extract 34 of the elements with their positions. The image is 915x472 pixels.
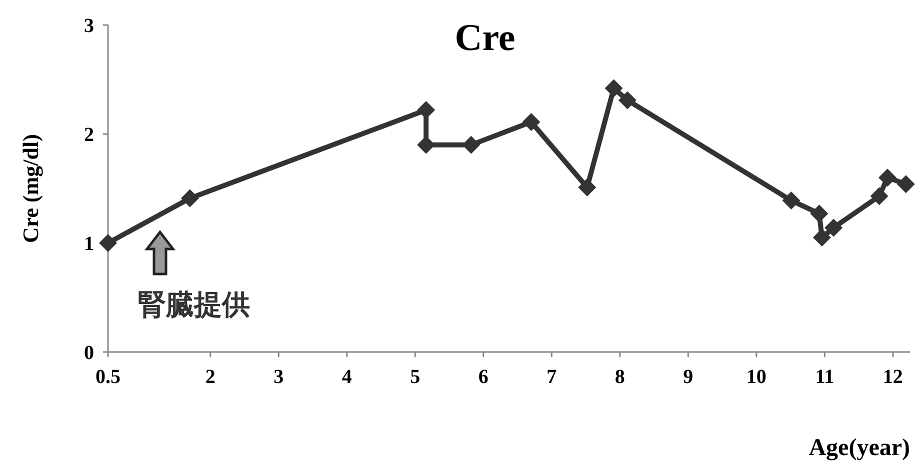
x-tick-label: 5: [410, 366, 420, 388]
point: [462, 136, 480, 154]
y-tick-label: 1: [84, 233, 94, 255]
point: [896, 175, 915, 194]
x-tick-label: 2: [205, 366, 216, 388]
point: [99, 234, 117, 252]
point: [618, 91, 636, 110]
x-tick-label: 12: [882, 366, 903, 388]
annotation: 腎臓提供: [138, 288, 250, 321]
y-tick-label: 3: [84, 15, 94, 37]
x-tick-label: 7: [546, 366, 557, 388]
point: [578, 178, 596, 196]
y-tick-label: 2: [84, 124, 94, 146]
point: [782, 191, 800, 210]
y-tick-label: 0: [84, 342, 94, 364]
x-tick-label: 8: [614, 366, 625, 388]
point: [604, 79, 623, 98]
point: [878, 168, 896, 187]
point: [812, 228, 831, 247]
point: [870, 187, 888, 206]
y-axis-title: Cre (mg/dl): [18, 134, 43, 243]
point: [522, 113, 540, 132]
x-tick-label: 4: [342, 366, 352, 388]
x-tick-label: 9: [683, 366, 694, 388]
point: [824, 218, 843, 237]
x-tick-label: 10: [746, 366, 766, 388]
point: [810, 204, 828, 223]
x-tick-label: 11: [815, 366, 834, 388]
x-axis-title: Age(year): [808, 435, 910, 461]
chart-title: Cre: [454, 17, 516, 59]
point: [180, 189, 199, 208]
x-tick-label: 3: [274, 366, 284, 388]
x-tick-label: 6: [478, 366, 488, 388]
x-tick-label: 0.5: [96, 366, 120, 388]
